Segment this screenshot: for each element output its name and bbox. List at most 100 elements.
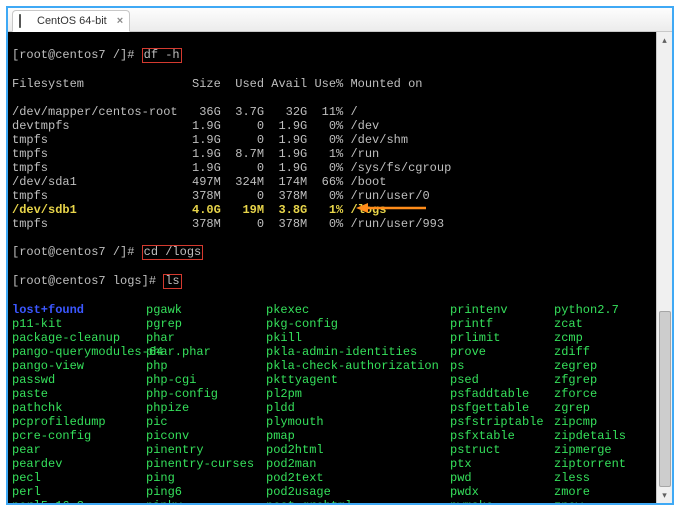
df-header: Filesystem Size Used Avail Use% Mounted … — [12, 77, 668, 91]
ls-row: pango-viewphppkla-check-authorizationpsz… — [12, 359, 668, 373]
ls-item: pango-querymodules-64 — [12, 345, 146, 359]
df-row-highlight: /dev/sdb1 4.0G 19M 3.8G 1% /logs — [12, 203, 668, 217]
ls-item: pod2man — [266, 457, 450, 471]
ls-item: pango-view — [12, 359, 146, 373]
ls-row: perlping6pod2usagepwdxzmore — [12, 485, 668, 499]
ls-item: php — [146, 359, 266, 373]
ls-item: zfgrep — [554, 373, 640, 387]
ls-item: perl5.16.3 — [12, 499, 146, 503]
ls-item: pod2usage — [266, 485, 450, 499]
ls-item: prove — [450, 345, 554, 359]
ls-row: pcprofiledumppicplymouthpsfstriptablezip… — [12, 415, 668, 429]
scroll-up-button[interactable]: ▴ — [657, 32, 673, 48]
ls-item: passwd — [12, 373, 146, 387]
ls-row: perl5.16.3pinkypost-grohtmlpwmakeznew — [12, 499, 668, 503]
ls-row: p11-kitpgreppkg-configprintfzcat — [12, 317, 668, 331]
df-output: /dev/mapper/centos-root 36G 3.7G 32G 11%… — [12, 105, 668, 231]
ls-item: lost+found — [12, 303, 146, 317]
tab-centos[interactable]: CentOS 64-bit × — [12, 10, 130, 32]
ls-item: zipcmp — [554, 415, 640, 429]
tab-title: CentOS 64-bit — [37, 15, 107, 27]
ls-item: zegrep — [554, 359, 640, 373]
ls-item: plymouth — [266, 415, 450, 429]
scrollbar[interactable]: ▴ ▾ — [656, 32, 672, 503]
ls-item: zcmp — [554, 331, 640, 345]
ls-item: p11-kit — [12, 317, 146, 331]
df-row: /dev/mapper/centos-root 36G 3.7G 32G 11%… — [12, 105, 668, 119]
ls-item: pathchk — [12, 401, 146, 415]
ls-item: pinky — [146, 499, 266, 503]
ls-item: ping6 — [146, 485, 266, 499]
ls-item: pinentry — [146, 443, 266, 457]
cmd-df-h: df -h — [142, 48, 182, 63]
df-row: tmpfs 378M 0 378M 0% /run/user/993 — [12, 217, 668, 231]
ls-item: prlimit — [450, 331, 554, 345]
ls-row: pcre-configpiconvpmappsfxtablezipdetails — [12, 429, 668, 443]
monitor-icon — [19, 15, 33, 27]
ls-item: zipmerge — [554, 443, 640, 457]
ls-item: pwmake — [450, 499, 554, 503]
ls-item: pcre-config — [12, 429, 146, 443]
ls-item: pecl — [12, 471, 146, 485]
ls-item: zforce — [554, 387, 640, 401]
ls-item: php-config — [146, 387, 266, 401]
ls-row: passwdphp-cgipkttyagentpsedzfgrep — [12, 373, 668, 387]
app-frame: CentOS 64-bit × [root@centos7 /]# df -h … — [6, 6, 674, 505]
ls-item: pcprofiledump — [12, 415, 146, 429]
ls-item: pic — [146, 415, 266, 429]
ls-item: zcat — [554, 317, 640, 331]
ls-item: zdiff — [554, 345, 640, 359]
ls-item: phar.phar — [146, 345, 266, 359]
ls-item: perl — [12, 485, 146, 499]
ls-item: pkexec — [266, 303, 450, 317]
df-row: tmpfs 1.9G 8.7M 1.9G 1% /run — [12, 147, 668, 161]
ls-row: package-cleanuppharpkillprlimitzcmp — [12, 331, 668, 345]
ls-item: pl2pm — [266, 387, 450, 401]
ls-item: zless — [554, 471, 640, 485]
ls-item: pkill — [266, 331, 450, 345]
ls-item: zipdetails — [554, 429, 640, 443]
ls-item: psfstriptable — [450, 415, 554, 429]
ls-item: pkla-check-authorization — [266, 359, 450, 373]
ls-item: ziptorrent — [554, 457, 640, 471]
ls-item: pkttyagent — [266, 373, 450, 387]
scroll-track[interactable] — [657, 48, 672, 487]
prompt-2: [root@centos7 /]# — [12, 245, 142, 259]
ls-item: pinentry-curses — [146, 457, 266, 471]
ls-item: pldd — [266, 401, 450, 415]
ls-item: printf — [450, 317, 554, 331]
df-row: tmpfs 1.9G 0 1.9G 0% /sys/fs/cgroup — [12, 161, 668, 175]
ls-item: pgrep — [146, 317, 266, 331]
ls-item: pear — [12, 443, 146, 457]
ls-item: pod2html — [266, 443, 450, 457]
ls-item: paste — [12, 387, 146, 401]
ls-row: peardevpinentry-cursespod2manptxziptorre… — [12, 457, 668, 471]
terminal[interactable]: [root@centos7 /]# df -h Filesystem Size … — [8, 32, 672, 503]
ls-item: pwdx — [450, 485, 554, 499]
tab-close-icon[interactable]: × — [117, 15, 123, 27]
ls-item: package-cleanup — [12, 331, 146, 345]
scroll-down-button[interactable]: ▾ — [657, 487, 673, 503]
df-row: tmpfs 378M 0 378M 0% /run/user/0 — [12, 189, 668, 203]
cmd-ls: ls — [163, 274, 181, 289]
ls-item: pkla-admin-identities — [266, 345, 450, 359]
ls-row: pathchkphpizeplddpsfgettablezgrep — [12, 401, 668, 415]
ls-item: pstruct — [450, 443, 554, 457]
scroll-thumb[interactable] — [659, 311, 671, 487]
ls-item: post-grohtml — [266, 499, 450, 503]
ls-item: pod2text — [266, 471, 450, 485]
ls-row: lost+foundpgawkpkexecprintenvpython2.7 — [12, 303, 668, 317]
ls-row: pearpinentrypod2htmlpstructzipmerge — [12, 443, 668, 457]
ls-item: python2.7 — [554, 303, 640, 317]
ls-item: psfxtable — [450, 429, 554, 443]
cmd-cd-logs: cd /logs — [142, 245, 204, 260]
ls-row: pango-querymodules-64phar.pharpkla-admin… — [12, 345, 668, 359]
ls-item: ping — [146, 471, 266, 485]
ls-item: php-cgi — [146, 373, 266, 387]
ls-item: pgawk — [146, 303, 266, 317]
ls-item: piconv — [146, 429, 266, 443]
tab-bar: CentOS 64-bit × — [8, 8, 672, 32]
ls-item: zgrep — [554, 401, 640, 415]
ls-row: peclpingpod2textpwdzless — [12, 471, 668, 485]
ls-item: phar — [146, 331, 266, 345]
